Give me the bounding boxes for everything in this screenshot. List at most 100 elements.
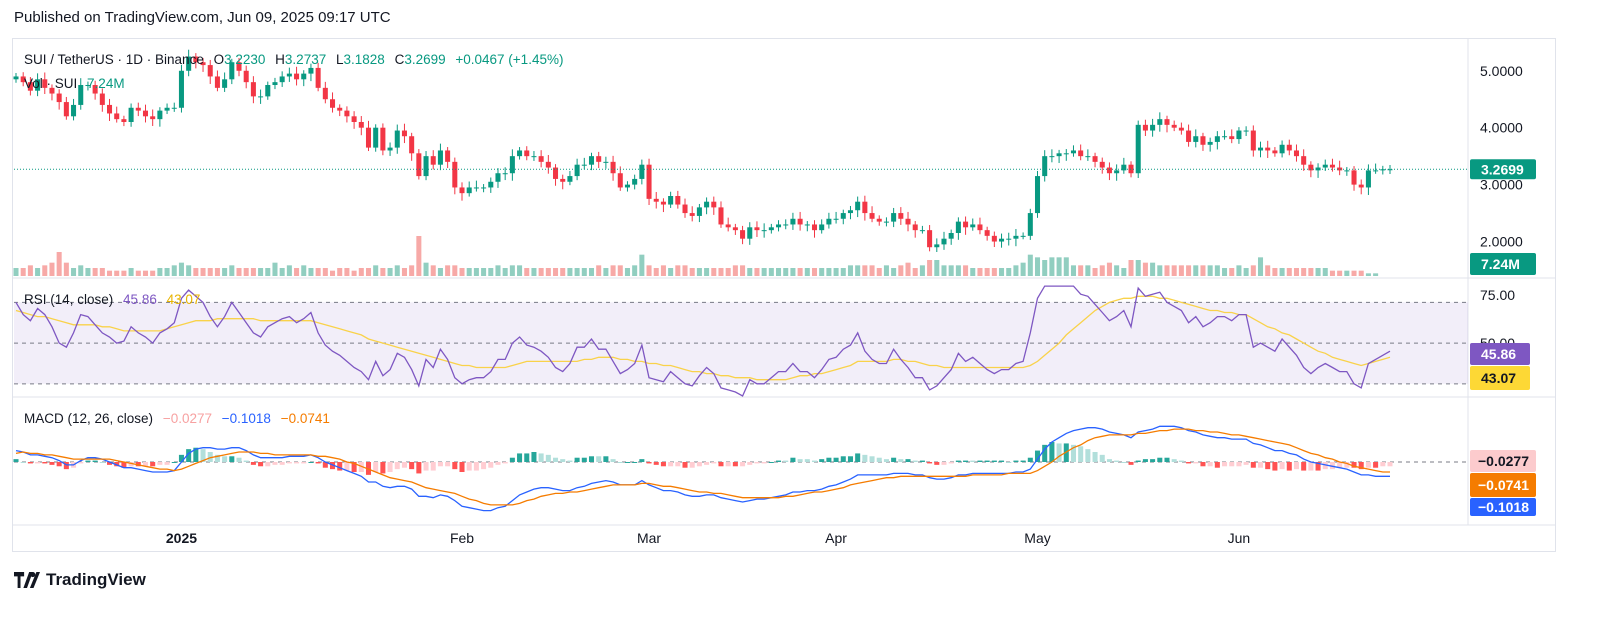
price-tick-label: 2.0000 xyxy=(1480,234,1523,250)
macd-histogram-bar xyxy=(150,462,156,467)
volume-bar xyxy=(1250,265,1256,276)
volume-bar xyxy=(358,268,364,276)
macd-histogram-bar xyxy=(452,462,458,470)
macd-histogram-bar xyxy=(78,462,84,464)
volume-bar xyxy=(92,268,98,276)
rsi-ma-badge-text: 43.07 xyxy=(1481,370,1516,386)
candle-body xyxy=(919,230,925,232)
chart-frame[interactable] xyxy=(12,38,1556,552)
volume-bar xyxy=(1308,268,1314,276)
symbol-label[interactable]: SUI / TetherUS · 1D · Binance xyxy=(24,52,204,67)
volume-bar xyxy=(1186,265,1192,276)
macd-histogram-bar xyxy=(991,460,997,462)
candle-body xyxy=(639,164,645,179)
macd-histogram-bar xyxy=(826,457,832,462)
macd-histogram-bar xyxy=(236,457,242,462)
volume-bar xyxy=(1257,257,1264,276)
volume-bar xyxy=(466,268,472,276)
candle-body xyxy=(344,110,350,117)
macd-histogram-bar xyxy=(1250,462,1256,468)
macd-histogram-bar xyxy=(1070,444,1076,462)
volume-bar xyxy=(1329,270,1335,276)
volume-bar xyxy=(747,268,753,276)
volume-bar xyxy=(27,265,33,276)
volume-bar xyxy=(1200,265,1206,276)
candle-body xyxy=(56,93,62,103)
volume-bar xyxy=(1344,270,1350,276)
volume-bar xyxy=(121,270,127,276)
candle-body xyxy=(20,76,26,83)
macd-histogram-bar xyxy=(423,462,429,471)
volume-bar xyxy=(114,270,120,276)
macd-histogram-bar xyxy=(272,462,278,465)
candle-body xyxy=(977,224,983,231)
time-tick-label: Apr xyxy=(825,530,847,546)
volume-bar xyxy=(344,268,350,276)
tradingview-logo-icon xyxy=(14,572,40,588)
macd-histogram-bar xyxy=(977,460,983,462)
candle-body xyxy=(1056,153,1062,157)
candle-body xyxy=(49,87,55,94)
macd-histogram-bar xyxy=(488,462,494,468)
volume-bar xyxy=(301,265,307,276)
volume-bar xyxy=(1085,265,1091,276)
volume-bar xyxy=(1279,268,1285,276)
macd-histogram-bar xyxy=(653,462,659,465)
macd-badge-text: −0.1018 xyxy=(1478,499,1529,515)
volume-bar xyxy=(222,268,228,276)
candle-body xyxy=(999,238,1005,242)
candle-body xyxy=(632,178,638,185)
volume-bar xyxy=(272,262,278,276)
candle-body xyxy=(351,116,357,122)
volume-bar xyxy=(1322,268,1328,276)
candle-body xyxy=(1373,170,1379,172)
volume-bar xyxy=(517,265,523,276)
volume-bar xyxy=(157,268,163,276)
volume-bar xyxy=(42,265,48,276)
candle-body xyxy=(186,56,192,71)
candle-body xyxy=(955,221,961,233)
high-label: H xyxy=(275,52,285,67)
volume-bar xyxy=(294,268,300,276)
volume-label[interactable]: Vol · SUI xyxy=(24,76,78,91)
volume-bar xyxy=(437,268,443,276)
macd-histogram-bar xyxy=(1358,462,1364,470)
tradingview-brand[interactable]: TradingView xyxy=(14,570,146,590)
volume-bar xyxy=(704,268,710,276)
volume-bar xyxy=(646,265,652,276)
candle-body xyxy=(92,85,98,94)
volume-bar xyxy=(459,268,465,276)
macd-histogram-bar xyxy=(531,452,537,462)
macd-histogram-bar xyxy=(373,462,379,472)
macd-histogram-bar xyxy=(732,462,738,467)
candle-body xyxy=(214,76,220,88)
candle-body xyxy=(804,224,810,226)
volume-bar xyxy=(1164,265,1170,276)
macd-histogram-bar xyxy=(1178,460,1184,462)
candle-body xyxy=(1351,170,1357,185)
candle-body xyxy=(689,213,695,216)
rsi-badge xyxy=(1470,343,1530,365)
candle-body xyxy=(1229,136,1235,140)
volume-bar xyxy=(387,268,393,276)
macd-histogram-bar xyxy=(56,462,62,467)
volume-bar xyxy=(855,265,861,276)
volume-bar xyxy=(337,268,343,276)
macd-histogram-bar xyxy=(207,452,213,462)
volume-bar xyxy=(49,262,55,276)
volume-bar xyxy=(912,268,918,276)
macd-label[interactable]: MACD (12, 26, close) xyxy=(24,411,154,426)
candle-body xyxy=(811,224,818,231)
candle-body xyxy=(1214,136,1220,142)
volume-bar xyxy=(1006,268,1012,276)
candle-body xyxy=(459,187,465,194)
candle-body xyxy=(236,62,242,71)
macd-histogram-bar xyxy=(1286,462,1292,471)
candle-body xyxy=(646,164,652,199)
volume-bar xyxy=(898,265,904,276)
volume-bar xyxy=(970,268,976,276)
rsi-label[interactable]: RSI (14, close) xyxy=(24,292,114,307)
volume-bar xyxy=(495,265,501,276)
open-value: 3.2230 xyxy=(224,52,266,67)
